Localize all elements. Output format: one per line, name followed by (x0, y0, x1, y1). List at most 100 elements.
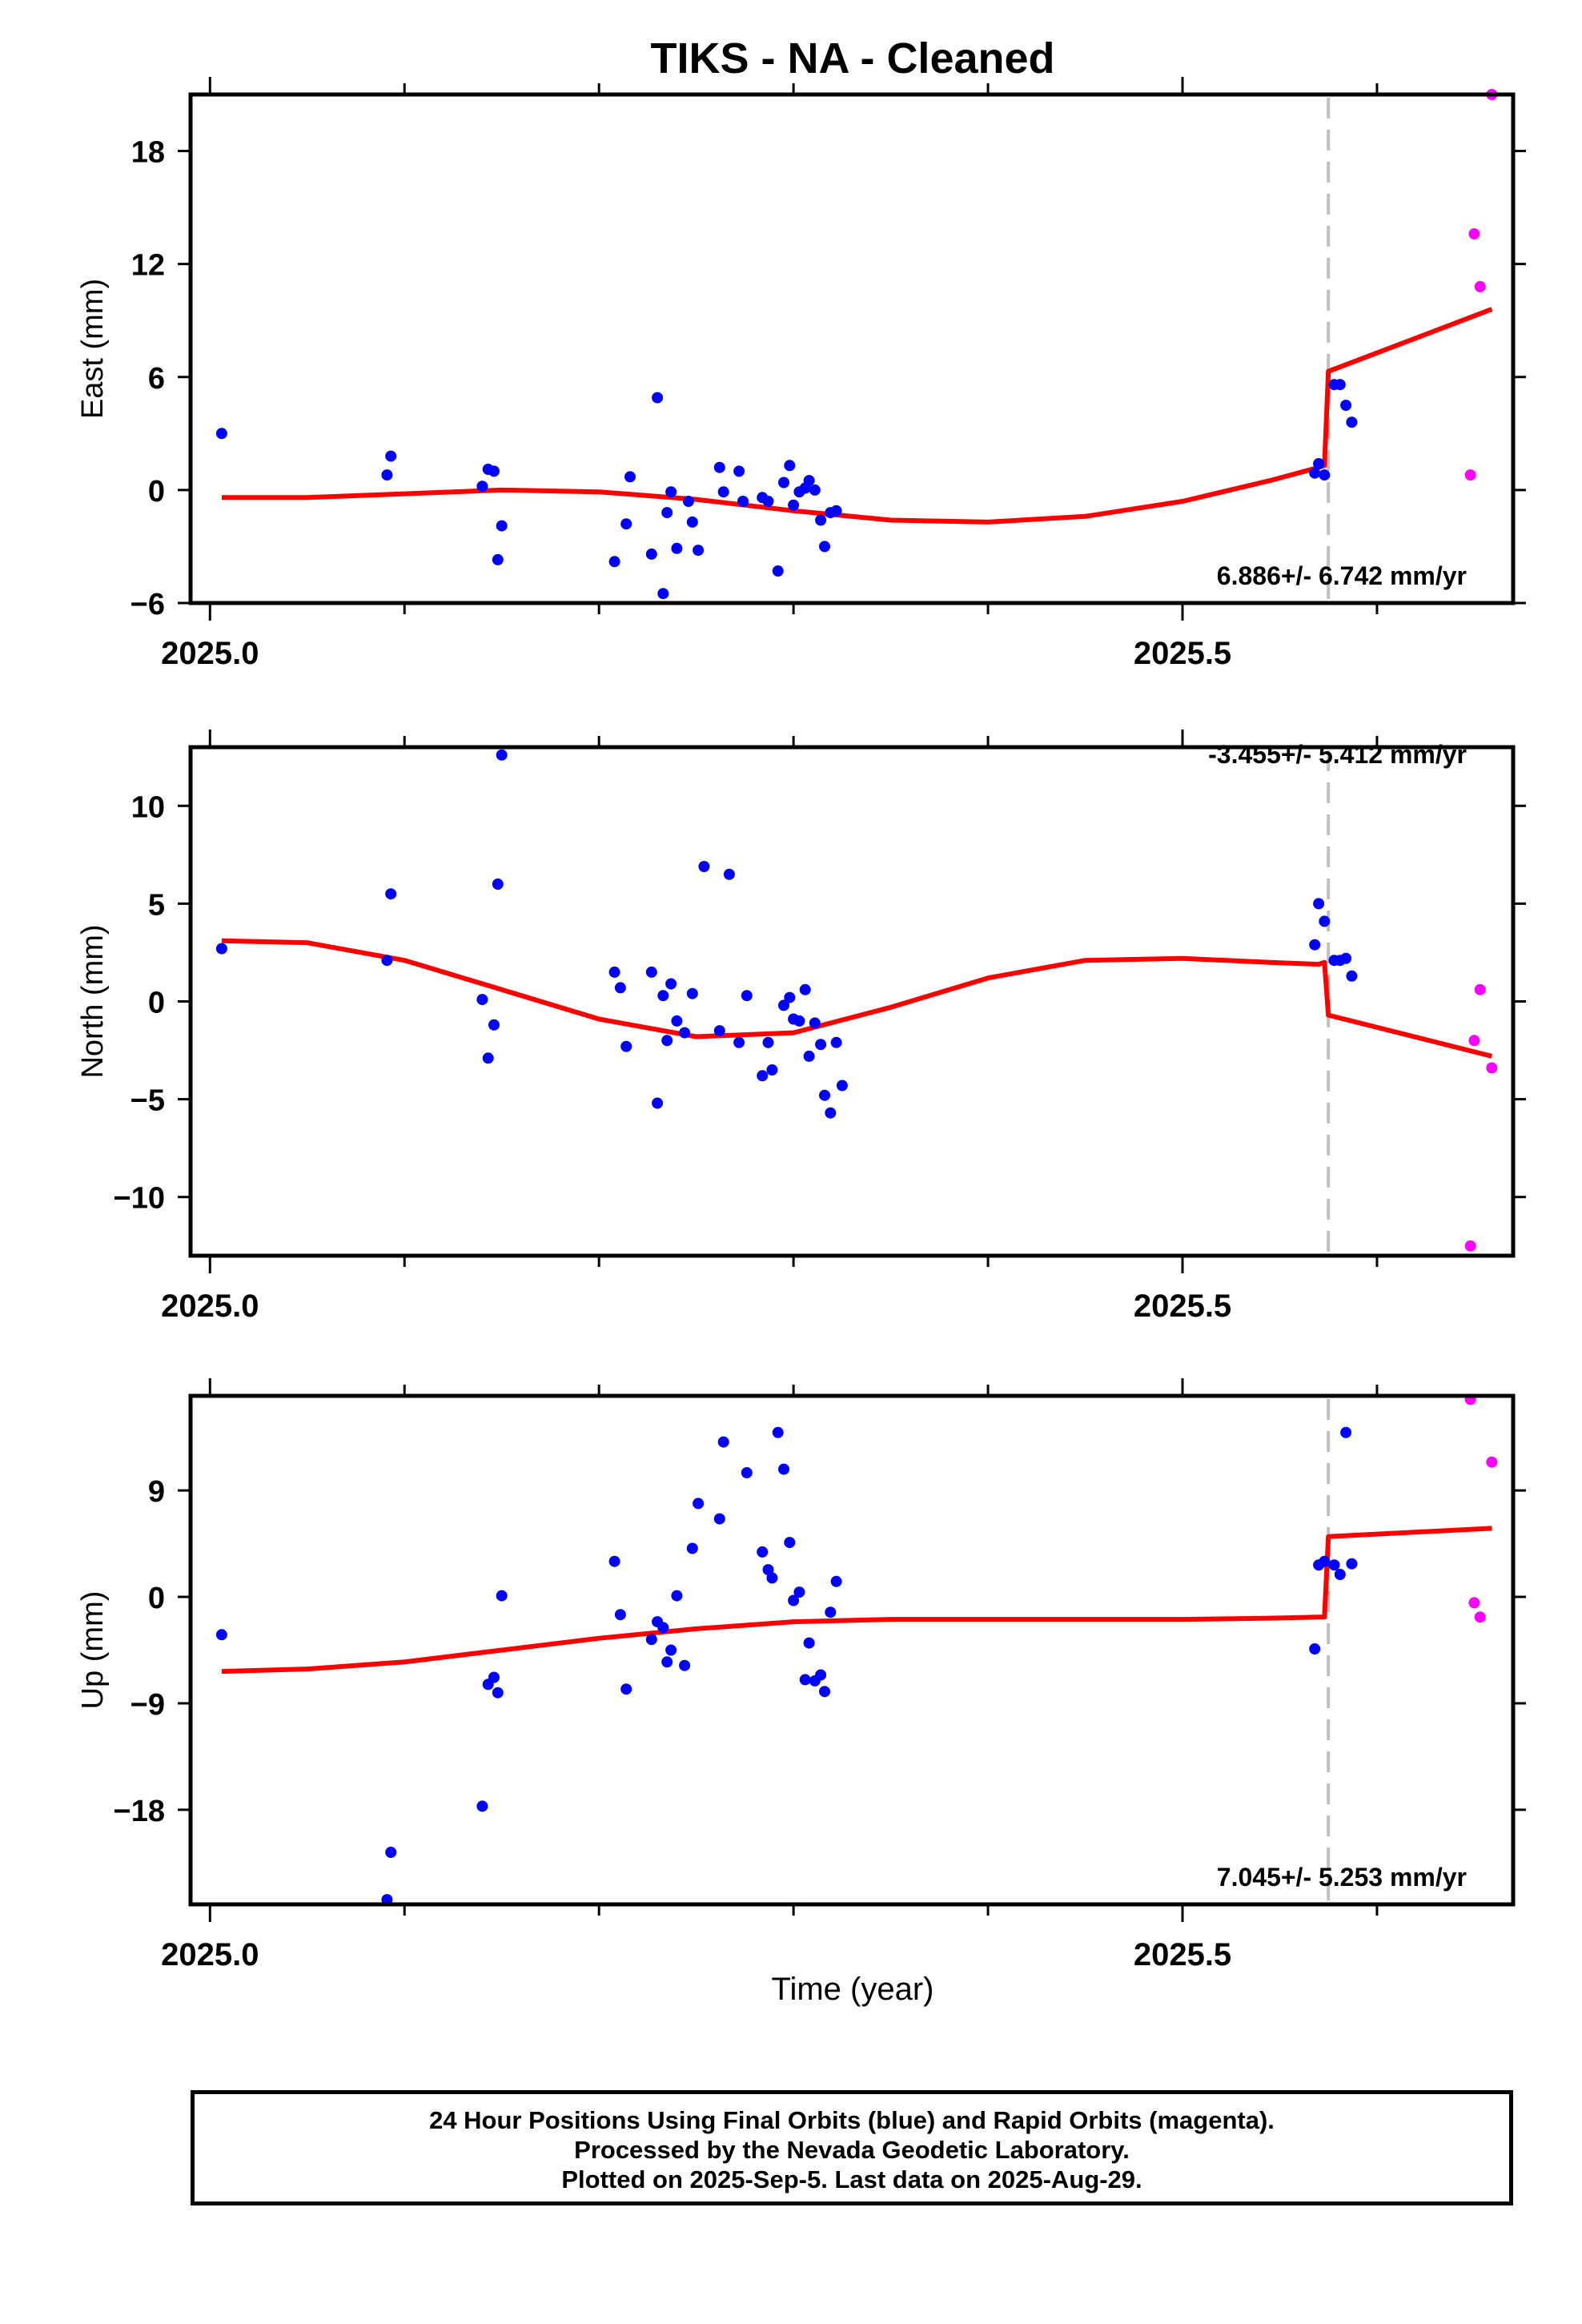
final-orbit-point (803, 475, 815, 487)
final-orbit-point (799, 1674, 811, 1686)
final-orbit-point (766, 1064, 778, 1076)
final-orbit-point (1340, 400, 1352, 412)
final-orbit-point (488, 1019, 500, 1031)
final-orbit-point (1319, 469, 1331, 481)
x-tick-label: 2025.0 (161, 636, 259, 671)
north-panel: −10 −5 0 5 10 2025.0 2025.5 North (mm) -3.455+/-… (76, 730, 1526, 1324)
final-orbit-point (819, 541, 830, 553)
final-orbit-point (381, 469, 393, 481)
final-orbit-point (671, 542, 683, 554)
final-orbit-point (385, 450, 397, 462)
final-orbit-point (608, 966, 620, 978)
final-orbit-point (1309, 1643, 1321, 1655)
final-orbit-point (784, 1537, 796, 1549)
rapid-orbit-point (1468, 228, 1480, 239)
rapid-orbit-point (1474, 280, 1486, 292)
final-orbit-point (620, 1040, 632, 1052)
final-orbit-point (778, 999, 789, 1011)
y-tick-label: 0 (148, 475, 165, 509)
final-orbit-point (488, 465, 500, 477)
x-tick-label: 2025.5 (1134, 1289, 1231, 1324)
final-orbit-point (1313, 898, 1325, 910)
final-orbit-point (784, 991, 796, 1003)
rate-label: -3.455+/- 5.412 mm/yr (1208, 740, 1467, 769)
rapid-orbit-point (1474, 1611, 1486, 1623)
final-orbit-point (825, 1107, 837, 1119)
final-orbit-point (1313, 458, 1325, 469)
final-orbit-point (825, 1606, 837, 1618)
final-orbit-point (819, 1686, 830, 1698)
final-orbit-point (671, 1590, 683, 1602)
final-orbit-point (1309, 467, 1321, 479)
final-orbit-point (830, 1036, 842, 1048)
final-orbit-point (492, 1687, 504, 1699)
final-orbit-point (385, 1847, 397, 1858)
final-orbit-point (803, 1050, 815, 1062)
final-orbit-point (1346, 416, 1358, 428)
rapid-orbit-point (1464, 1240, 1476, 1252)
footer-line-3: Plotted on 2025-Sep-5. Last data on 2025… (561, 2165, 1142, 2193)
final-orbit-point (657, 1622, 669, 1634)
final-orbit-point (793, 1586, 805, 1598)
final-orbit-point (778, 1463, 789, 1475)
final-orbit-point (624, 471, 636, 483)
y-axis-label: North (mm) (76, 924, 110, 1078)
final-orbit-point (1319, 1555, 1331, 1567)
rate-label: 7.045+/- 5.253 mm/yr (1217, 1863, 1467, 1892)
final-orbit-point (815, 514, 827, 526)
final-orbit-point (215, 943, 227, 955)
final-orbit-point (645, 548, 657, 560)
final-orbit-point (496, 749, 508, 761)
y-tick-label: 5 (148, 888, 165, 922)
final-orbit-point (713, 1513, 725, 1525)
final-orbit-point (757, 1546, 769, 1558)
y-tick-label: 6 (148, 362, 165, 396)
final-orbit-point (737, 496, 749, 507)
final-orbit-point (679, 1659, 691, 1671)
y-axis-label: Up (mm) (76, 1591, 110, 1710)
final-orbit-point (1340, 952, 1352, 964)
final-orbit-point (1328, 1559, 1340, 1571)
final-orbit-point (679, 1027, 691, 1039)
page-title: TIKS - NA - Cleaned (650, 34, 1055, 82)
final-orbit-point (757, 1070, 769, 1082)
x-tick-label: 2025.5 (1134, 636, 1231, 671)
y-tick-label: 9 (148, 1475, 165, 1509)
final-orbit-point (793, 1015, 805, 1027)
final-orbit-point (608, 1555, 620, 1567)
final-orbit-point (741, 1467, 753, 1478)
model-fit-line (221, 938, 1493, 1059)
final-orbit-point (492, 553, 504, 565)
final-orbit-point (492, 879, 504, 890)
final-orbit-point (682, 496, 694, 507)
final-orbit-point (620, 518, 632, 530)
y-tick-label: −10 (114, 1182, 165, 1216)
final-orbit-point (1340, 1426, 1352, 1438)
east-panel: −6 0 6 12 18 2025.0 2025.5 East (mm) 6.886+/- 6.… (76, 77, 1526, 671)
final-orbit-point (1334, 379, 1346, 391)
final-orbit-point (723, 868, 735, 880)
final-orbit-point (482, 1052, 494, 1064)
plot-frame (188, 92, 1516, 605)
final-orbit-point (645, 1634, 657, 1646)
final-orbit-point (686, 1542, 698, 1554)
final-orbit-point (614, 1609, 626, 1621)
y-axis-label: East (mm) (76, 279, 110, 419)
y-tick-label: 0 (148, 987, 165, 1020)
final-orbit-point (215, 1629, 227, 1641)
final-orbit-point (766, 1572, 778, 1584)
final-orbit-point (698, 861, 710, 872)
final-orbit-point (1346, 970, 1358, 982)
final-orbit-point (713, 461, 725, 473)
final-orbit-point (686, 516, 698, 528)
final-orbit-point (385, 888, 397, 900)
final-orbit-point (661, 1656, 673, 1668)
y-tick-label: 10 (131, 790, 165, 824)
final-orbit-point (803, 1637, 815, 1649)
final-orbit-point (815, 1039, 827, 1051)
rapid-orbit-point (1464, 469, 1476, 481)
final-orbit-point (799, 983, 811, 995)
footer-box: 24 Hour Positions Using Final Orbits (bl… (191, 2090, 1513, 2205)
final-orbit-point (819, 1089, 830, 1101)
y-tick-label: −6 (130, 588, 165, 621)
